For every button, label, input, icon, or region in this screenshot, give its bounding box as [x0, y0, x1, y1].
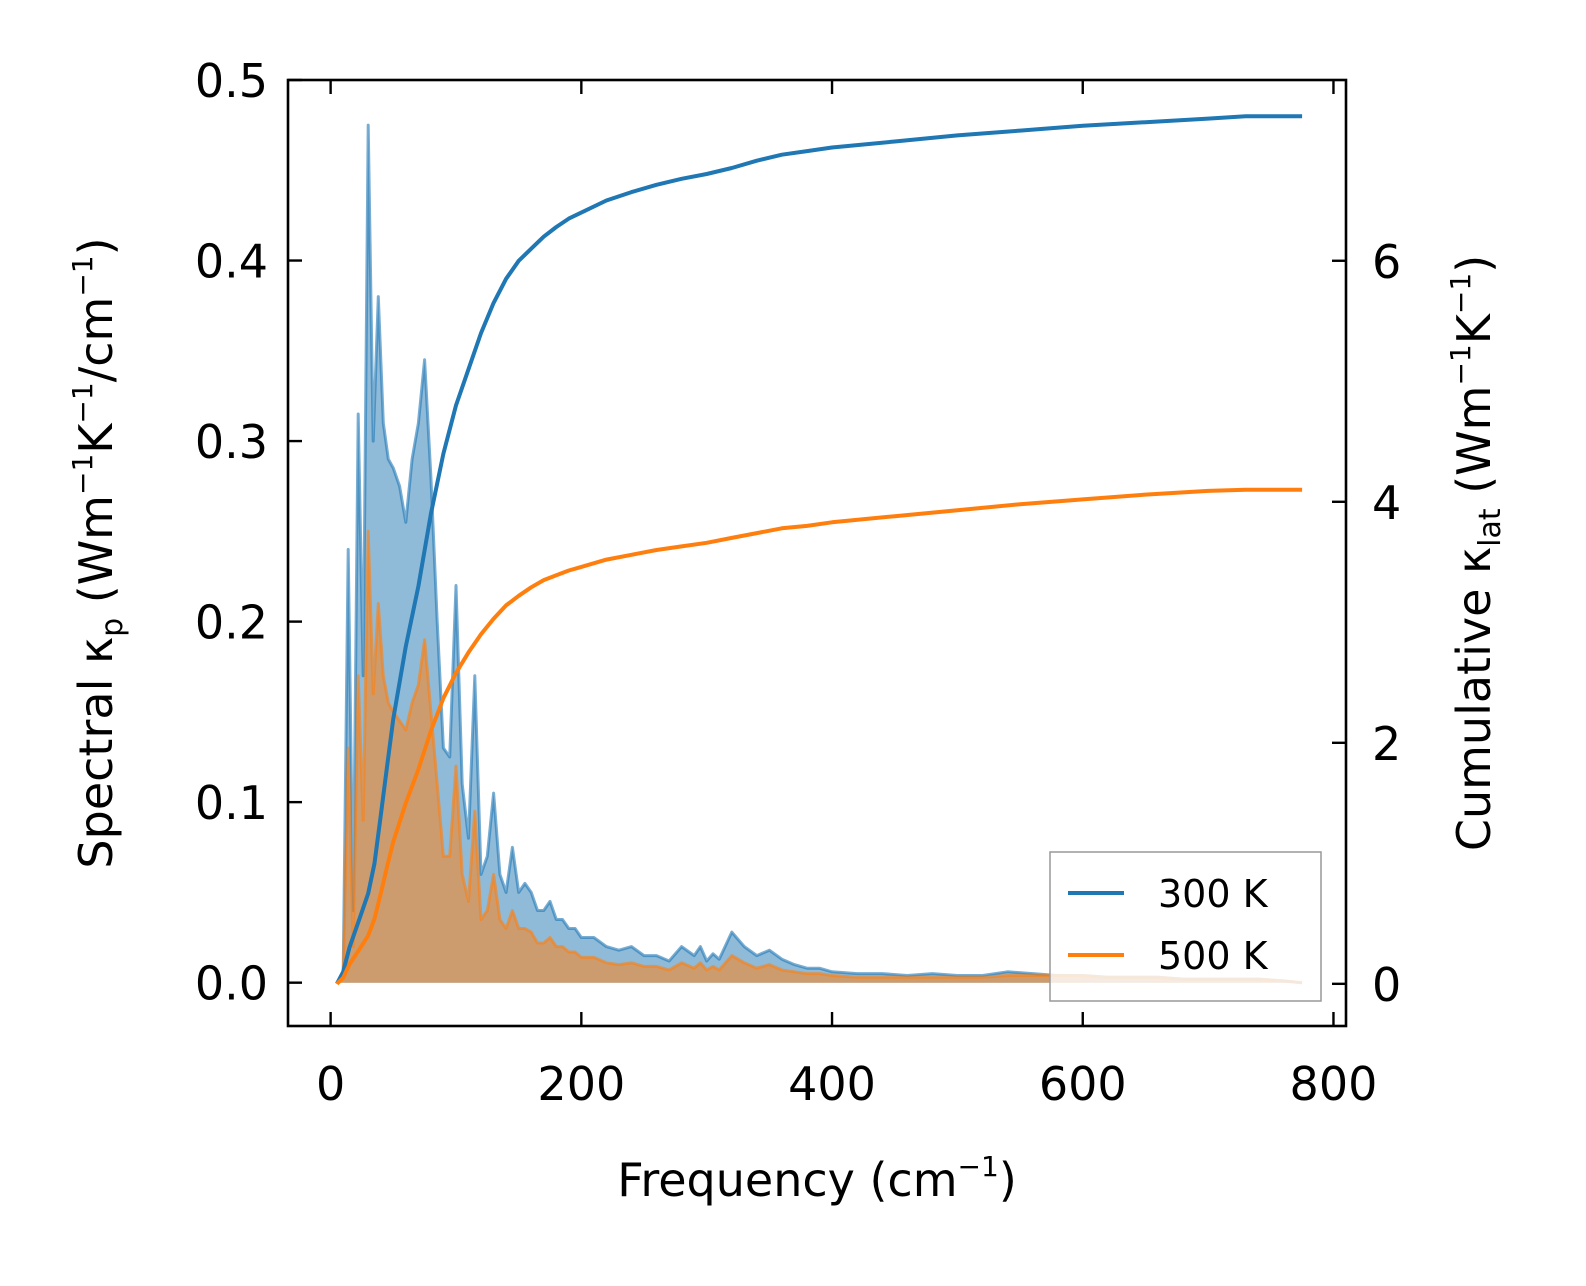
axis-ticks: 0 200 400 600 800 0.0 0.1 0.2 0.3 0.4 0.5 0 2 4 6 — [195, 54, 1401, 1111]
y-left-tick-label: 0.4 — [195, 235, 268, 289]
x-tick-label: 600 — [1039, 1057, 1127, 1111]
legend: 300 K 500 K — [1049, 851, 1322, 1002]
y-left-tick-label: 0.0 — [195, 957, 268, 1011]
spectral-line-300k — [335, 123, 1303, 985]
plot-frame — [286, 78, 1348, 1028]
y-right-tick-label: 4 — [1372, 476, 1401, 530]
data-lines — [335, 114, 1303, 986]
cumulative-line-300k — [335, 114, 1303, 985]
x-tick-label: 200 — [537, 1057, 625, 1111]
legend-box — [1049, 851, 1322, 1002]
y-axis-label-right: Cumulative κlat (Wm−1K−1) — [1444, 255, 1508, 851]
y-right-tick-label: 0 — [1372, 958, 1401, 1012]
legend-label-500k: 500 K — [1158, 934, 1269, 978]
spectral-fills — [335, 123, 1303, 985]
y-left-tick-label: 0.2 — [195, 596, 268, 650]
x-tick-label: 0 — [316, 1057, 345, 1111]
y-left-tick-label: 0.1 — [195, 776, 268, 830]
y-axis-label-left: Spectral κp (Wm−1K−1/cm−1) — [66, 237, 130, 868]
spectral-area-500k — [336, 531, 1303, 983]
y-right-tick-label: 6 — [1372, 235, 1401, 289]
cumulative-line-500k — [335, 487, 1303, 986]
x-tick-label: 800 — [1290, 1057, 1378, 1111]
y-left-tick-label: 0.3 — [195, 415, 268, 469]
spectral-line-500k — [335, 529, 1303, 985]
x-tick-label: 400 — [788, 1057, 876, 1111]
y-right-tick-label: 2 — [1372, 717, 1401, 771]
x-axis-label: Frequency (cm−1) — [617, 1150, 1017, 1207]
y-left-tick-label: 0.5 — [195, 54, 268, 108]
legend-label-300k: 300 K — [1158, 872, 1269, 916]
